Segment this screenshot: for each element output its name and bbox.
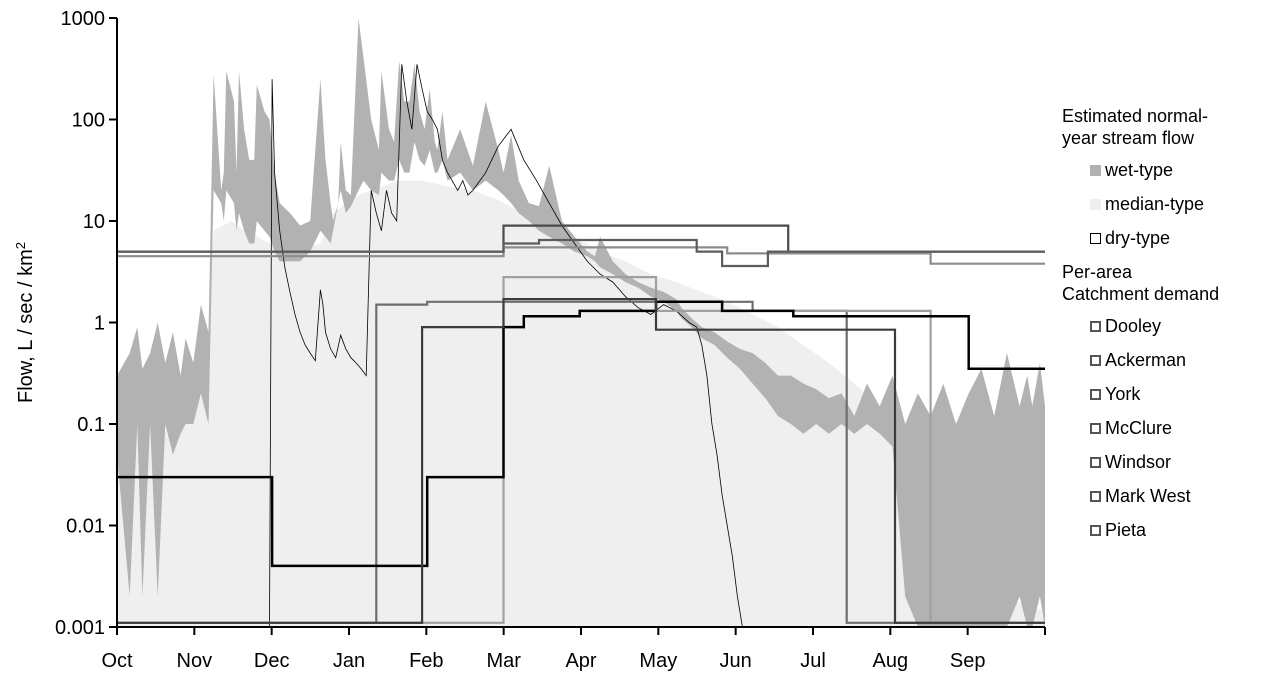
legend-item-pieta: Pieta xyxy=(1062,513,1272,547)
legend-label-median: median-type xyxy=(1105,194,1205,214)
legend-item-windsor: Windsor xyxy=(1062,445,1272,479)
legend-item-mark-west: Mark West xyxy=(1062,479,1272,513)
y-axis-label-superscript: 2 xyxy=(13,242,28,249)
demand-lines-layer xyxy=(117,224,1045,624)
x-tick-label: Jul xyxy=(800,650,826,672)
y-axis-label-main: Flow, L / sec / km xyxy=(15,249,37,403)
legend-label-ackerman: Ackerman xyxy=(1105,350,1187,370)
demand-line-windsor xyxy=(117,276,1045,624)
demand-line-mcclure xyxy=(117,238,1045,268)
legend-item-ackerman: Ackerman xyxy=(1062,343,1272,377)
x-tick-label: May xyxy=(639,650,677,672)
windsor-swatch-icon xyxy=(1090,456,1101,468)
x-tick-label: Apr xyxy=(565,650,596,672)
median-type-area xyxy=(117,180,1045,627)
legend-item-york: York xyxy=(1062,377,1272,411)
y-axis-label: Flow, L / sec / km2 xyxy=(13,242,38,403)
legend-demand-title: Per-area Catchment demand xyxy=(1062,261,1272,305)
legend-label-mcclure: McClure xyxy=(1105,418,1173,438)
x-tick-label: Dec xyxy=(254,650,290,672)
legend-flow-title-line1: Estimated normal- xyxy=(1062,106,1209,126)
median-swatch-icon xyxy=(1090,198,1101,210)
x-tick-label: Aug xyxy=(873,650,909,672)
legend-demand-title-line1: Per-area xyxy=(1062,262,1133,282)
legend-label-pieta: Pieta xyxy=(1105,520,1147,540)
y-tick-label: 0.001 xyxy=(55,617,105,639)
legend-item-wet: wet-type xyxy=(1062,153,1272,187)
y-tick-label: 1 xyxy=(94,313,105,335)
y-tick-label: 100 xyxy=(72,110,105,132)
y-tick-label: 10 xyxy=(83,211,105,233)
x-tick-label: Sep xyxy=(950,650,986,672)
x-tick-label: Oct xyxy=(101,650,133,672)
demand-line-dooley xyxy=(117,300,1045,624)
dooley-swatch-icon xyxy=(1090,320,1101,332)
dry-line-layer xyxy=(269,64,748,628)
legend-flow-title: Estimated normal- year stream flow xyxy=(1062,105,1272,149)
legend: Estimated normal- year stream flow wet-t… xyxy=(1062,105,1272,547)
legend-item-median: median-type xyxy=(1062,187,1272,221)
legend-label-dooley: Dooley xyxy=(1105,316,1162,336)
york-swatch-icon xyxy=(1090,388,1101,400)
pieta-swatch-icon xyxy=(1090,524,1101,536)
mark-west-swatch-icon xyxy=(1090,490,1101,502)
demand-line-york xyxy=(117,246,1045,265)
x-tick-label: Jan xyxy=(333,650,365,672)
x-tick-label: Mar xyxy=(486,650,521,672)
y-tick-label: 1000 xyxy=(61,8,106,30)
ackerman-swatch-icon xyxy=(1090,354,1101,366)
y-tick-label: 0.1 xyxy=(77,414,105,436)
mcclure-swatch-icon xyxy=(1090,422,1101,434)
median-area-layer xyxy=(117,180,1045,627)
dry-swatch-icon xyxy=(1090,232,1101,244)
legend-label-windsor: Windsor xyxy=(1105,452,1172,472)
legend-label-wet: wet-type xyxy=(1105,160,1174,180)
axes-layer: 0.001 0.01 0.1 1 10 100 1000 Oct Nov Dec Jan Feb Mar… xyxy=(55,8,1046,672)
legend-demand-title-line2: Catchment demand xyxy=(1062,284,1220,304)
legend-label-mark-west: Mark West xyxy=(1105,486,1191,506)
legend-item-dry: dry-type xyxy=(1062,221,1272,255)
legend-label-york: York xyxy=(1105,384,1141,404)
legend-item-mcclure: McClure xyxy=(1062,411,1272,445)
demand-line-pieta xyxy=(117,298,1045,624)
wet-area-layer xyxy=(117,18,1045,627)
demand-line-mark-west xyxy=(117,300,1045,568)
legend-flow-title-line2: year stream flow xyxy=(1062,128,1195,148)
legend-item-dooley: Dooley xyxy=(1062,309,1272,343)
wet-swatch-icon xyxy=(1090,164,1101,176)
x-tick-label: Nov xyxy=(177,650,213,672)
x-tick-label: Feb xyxy=(409,650,443,672)
y-tick-label: 0.01 xyxy=(66,516,105,538)
x-tick-label: Jun xyxy=(720,650,752,672)
legend-label-dry: dry-type xyxy=(1105,228,1171,248)
wet-type-band xyxy=(117,18,1045,627)
dry-type-line xyxy=(269,64,748,628)
